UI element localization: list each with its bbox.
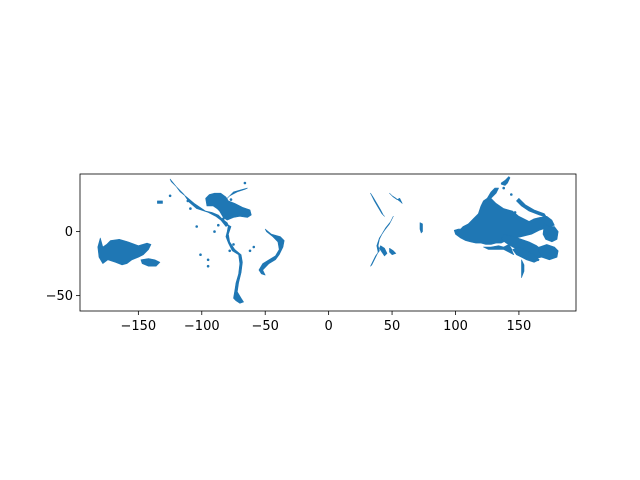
island-dot [213,230,216,233]
island-dot [232,243,235,246]
island-dot [502,186,506,190]
region-south-america-west-coast [225,224,244,304]
island-dot [189,207,192,210]
region-japan-arc [500,176,511,186]
region-madagascar-east [389,248,397,255]
island-dot [195,225,198,228]
island-dot [186,199,190,203]
island-dot [206,258,210,262]
region-red-sea [370,192,385,217]
x-axis: −150 −100 −50 0 50 100 150 [120,311,531,334]
island-dot [199,253,202,256]
region-brazil-coast [258,228,285,276]
island-dot [252,245,256,249]
axes-frame [79,173,577,312]
region-australia-north [483,244,515,255]
region-pacific-east-blob [140,258,161,267]
island-dot [228,249,231,253]
island-dot [536,258,540,262]
x-tick-label: 100 [443,319,468,334]
island-dot [243,181,247,185]
x-tick-label: −50 [251,319,278,334]
region-layer [97,176,559,304]
island-dot [217,223,220,227]
region-indo-pacific-mass [453,187,555,245]
region-maldives-chain [419,222,423,234]
region-gbr-tail [521,259,525,279]
region-philippine-blob [542,223,559,243]
island-dot [248,249,252,253]
island-dot [206,264,210,268]
y-axis: 0 −50 [46,225,80,304]
y-tick-label: −50 [46,289,73,304]
island-dot [168,194,172,198]
region-caribbean [205,192,252,221]
island-dot [222,217,225,221]
region-hawaii-east-island [157,200,163,204]
region-gulf-stream-arc [226,187,248,199]
x-tick-label: 0 [324,319,332,334]
x-tick-label: 50 [384,319,401,334]
region-persian-gulf [389,192,403,204]
island-dot [513,211,517,214]
island-dot [229,198,233,201]
region-east-africa-coast [370,216,394,267]
region-central-pacific-blob [97,237,152,266]
island-dot-layer [168,181,540,268]
region-fiji-region [538,244,559,261]
island-dot [510,193,513,196]
region-coral-sea [512,246,540,263]
region-micronesia-arc [516,198,548,218]
x-tick-label: 150 [507,319,532,334]
x-tick-label: −150 [120,319,156,334]
region-mozambique-channel [379,245,388,257]
y-tick-label: 0 [65,225,73,240]
x-tick-label: −100 [184,319,220,334]
